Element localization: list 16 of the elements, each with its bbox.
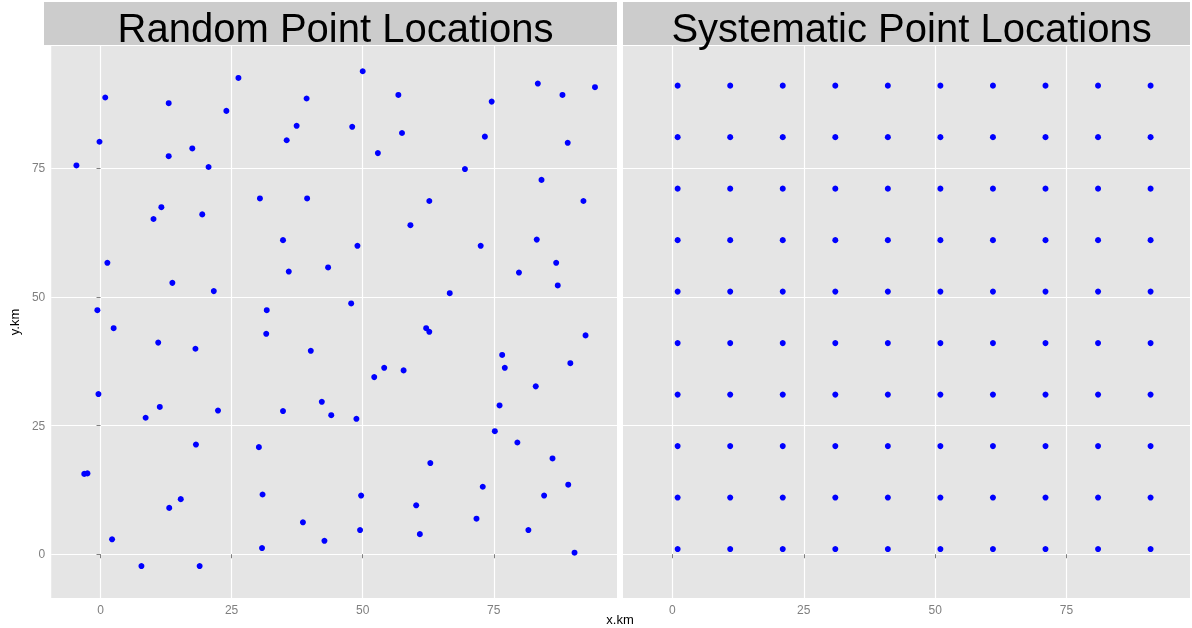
x-tick-label: 50 bbox=[356, 603, 370, 617]
x-tick-label: 0 bbox=[97, 603, 105, 617]
x-tick-label: 50 bbox=[928, 603, 943, 617]
x-tick-label: 0 bbox=[669, 603, 677, 617]
x-tick-label: 75 bbox=[487, 603, 501, 617]
chart-title: Systematic Point Locations bbox=[671, 6, 1152, 50]
y-tick-label: 25 bbox=[31, 418, 46, 433]
y-axis-title: y.km bbox=[7, 308, 22, 336]
y-tick-label: 50 bbox=[31, 289, 46, 304]
y-tick-label: 75 bbox=[31, 161, 46, 176]
y-tick-label: 0 bbox=[38, 547, 46, 562]
x-tick-label: 25 bbox=[224, 603, 239, 617]
chart-title: Random Point Locations bbox=[117, 6, 554, 50]
x-tick-label: 25 bbox=[797, 603, 811, 617]
x-axis-title: x.km bbox=[606, 612, 634, 627]
x-tick-label: 75 bbox=[1059, 603, 1074, 617]
